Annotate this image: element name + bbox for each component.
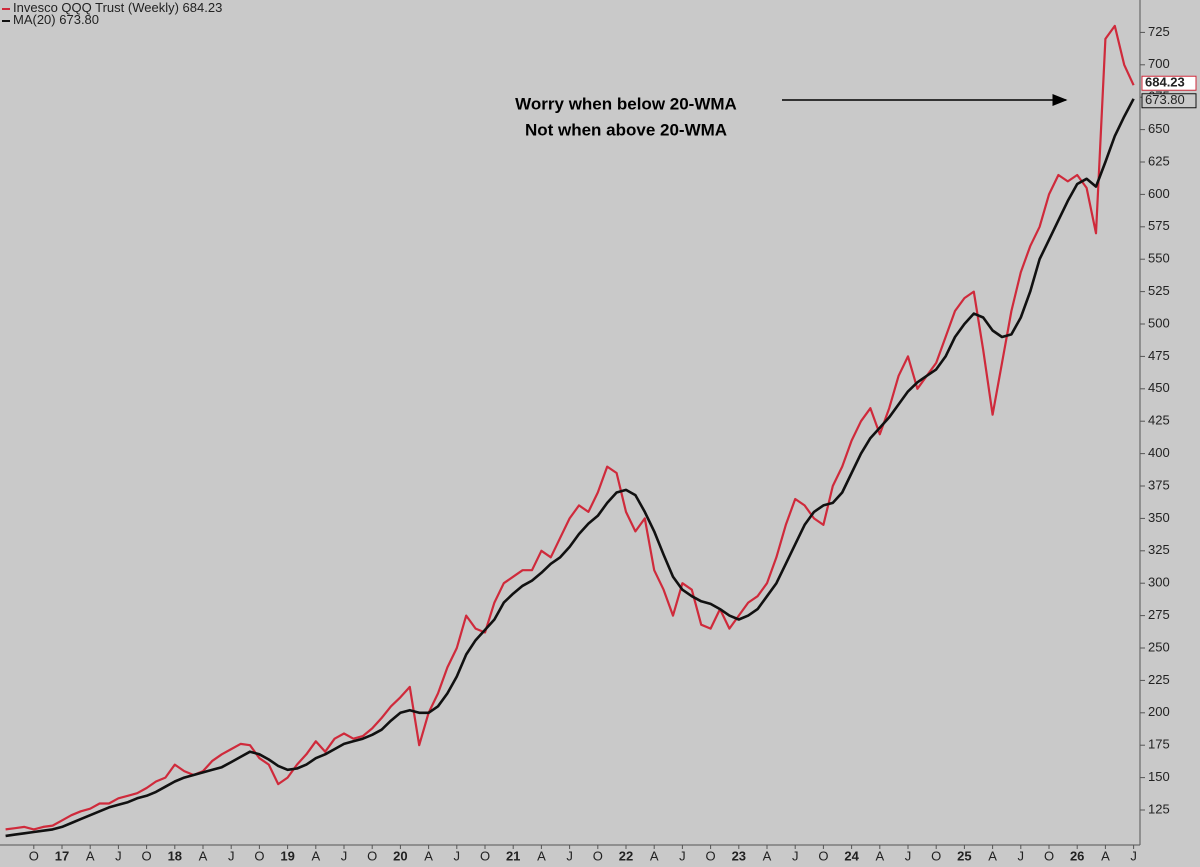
x-tick-label: A xyxy=(537,848,546,863)
y-tick-label: 725 xyxy=(1148,24,1170,39)
x-tick-label: 21 xyxy=(506,848,520,863)
annotation: Not when above 20-WMA xyxy=(525,120,727,139)
annotation: Worry when below 20-WMA xyxy=(515,94,737,113)
price-tag-box xyxy=(1141,75,1197,91)
y-tick-label: 425 xyxy=(1148,413,1170,428)
y-tick-label: 400 xyxy=(1148,445,1170,460)
y-tick-label: 250 xyxy=(1148,639,1170,654)
y-tick-label: 500 xyxy=(1148,315,1170,330)
x-tick-label: A xyxy=(650,848,659,863)
x-tick-label: O xyxy=(29,848,39,863)
x-tick-label: J xyxy=(1130,848,1137,863)
x-tick-label: J xyxy=(115,848,122,863)
x-tick-label: A xyxy=(424,848,433,863)
y-tick-label: 225 xyxy=(1148,672,1170,687)
y-tick-label: 325 xyxy=(1148,542,1170,557)
y-tick-label: 200 xyxy=(1148,704,1170,719)
x-tick-label: O xyxy=(480,848,490,863)
legend-value: 673.80 xyxy=(59,12,99,27)
y-tick-label: 175 xyxy=(1148,737,1170,752)
y-tick-label: 575 xyxy=(1148,218,1170,233)
x-tick-label: J xyxy=(1018,848,1025,863)
price-tag: 673.80 xyxy=(1145,92,1185,107)
x-tick-label: 19 xyxy=(280,848,294,863)
y-tick-label: 450 xyxy=(1148,380,1170,395)
series-line xyxy=(5,98,1135,838)
x-tick-label: J xyxy=(454,848,461,863)
x-tick-label: A xyxy=(86,848,95,863)
x-tick-label: J xyxy=(566,848,573,863)
x-tick-label: 20 xyxy=(393,848,407,863)
x-tick-label: 26 xyxy=(1070,848,1084,863)
x-tick-label: 18 xyxy=(168,848,182,863)
x-tick-label: J xyxy=(905,848,912,863)
y-tick-label: 650 xyxy=(1148,121,1170,136)
x-tick-label: O xyxy=(706,848,716,863)
x-tick-label: A xyxy=(875,848,884,863)
x-tick-label: O xyxy=(1044,848,1054,863)
price-tag: 684.23 xyxy=(1145,75,1185,90)
x-tick-label: 25 xyxy=(957,848,971,863)
x-tick-label: O xyxy=(367,848,377,863)
x-tick-label: J xyxy=(679,848,686,863)
price-tag-box xyxy=(1141,93,1197,109)
x-tick-label: O xyxy=(593,848,603,863)
y-tick-label: 625 xyxy=(1148,153,1170,168)
y-tick-label: 600 xyxy=(1148,186,1170,201)
x-tick-label: J xyxy=(228,848,235,863)
y-tick-label: 375 xyxy=(1148,477,1170,492)
legend-label: Invesco QQQ Trust (Weekly) 684.23 xyxy=(13,0,222,15)
y-tick-label: 150 xyxy=(1148,769,1170,784)
x-tick-label: O xyxy=(818,848,828,863)
x-tick-label: A xyxy=(763,848,772,863)
x-tick-label: O xyxy=(142,848,152,863)
y-tick-label: 350 xyxy=(1148,510,1170,525)
legend-label: MA(20) 673.80 xyxy=(13,12,99,27)
y-tick-label: 475 xyxy=(1148,348,1170,363)
y-tick-label: 550 xyxy=(1148,251,1170,266)
x-tick-label: A xyxy=(199,848,208,863)
y-tick-label: 700 xyxy=(1148,56,1170,71)
x-tick-label: A xyxy=(1101,848,1110,863)
x-tick-label: A xyxy=(311,848,320,863)
y-tick-label: 525 xyxy=(1148,283,1170,298)
x-tick-label: O xyxy=(254,848,264,863)
y-tick-label: 300 xyxy=(1148,575,1170,590)
x-tick-label: J xyxy=(792,848,799,863)
x-tick-label: 23 xyxy=(732,848,746,863)
x-tick-label: 24 xyxy=(844,848,859,863)
x-tick-label: 22 xyxy=(619,848,633,863)
x-tick-label: J xyxy=(341,848,348,863)
legend-value: 684.23 xyxy=(183,0,223,15)
x-tick-label: O xyxy=(931,848,941,863)
y-tick-label: 275 xyxy=(1148,607,1170,622)
y-tick-label: 125 xyxy=(1148,801,1170,816)
legend-name: Invesco QQQ Trust (Weekly) xyxy=(13,0,179,15)
x-tick-label: 17 xyxy=(55,848,69,863)
legend-name: MA(20) xyxy=(13,12,56,27)
x-tick-label: A xyxy=(988,848,997,863)
